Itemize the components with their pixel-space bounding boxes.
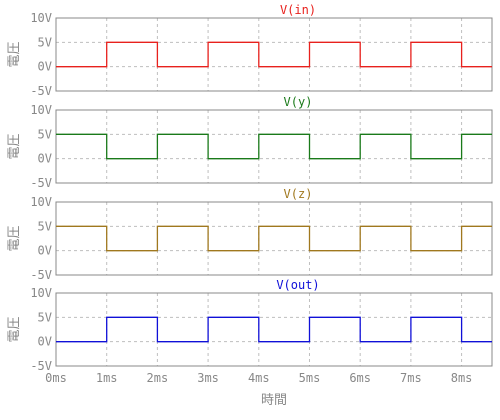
y-axis-label: 電圧 [7,225,22,251]
y-tick-label: 10V [30,195,52,209]
panel-frame [55,201,493,276]
y-tick-label: 10V [30,286,52,300]
series-line [56,133,492,160]
panel-frame [55,17,493,92]
series-line [56,316,492,343]
x-axis-label: 時間 [261,393,287,408]
x-tick-label: 3ms [197,371,219,385]
x-tick-label: 6ms [349,371,371,385]
panel-title: V(out) [276,278,319,292]
y-tick-label: 0V [38,335,52,349]
y-axis-label: 電圧 [7,316,22,342]
x-tick-label: 4ms [248,371,270,385]
series-line [56,225,492,252]
panel-frame [55,292,493,367]
y-tick-label: -5V [30,176,52,190]
x-tick-label: 1ms [96,371,118,385]
panel-title: V(y) [284,95,313,109]
y-axis-label: 電圧 [7,41,22,67]
y-tick-label: 10V [30,103,52,117]
x-tick-label: 5ms [299,371,321,385]
y-tick-label: 5V [38,127,52,141]
y-tick-label: -5V [30,359,52,373]
panel-title: V(z) [284,187,313,201]
panel-title: V(in) [280,3,316,17]
y-tick-label: -5V [30,268,52,282]
y-tick-label: 0V [38,152,52,166]
y-axis-label: 電圧 [7,133,22,159]
x-tick-label: 8ms [451,371,473,385]
x-tick-label: 0ms [45,371,67,385]
y-tick-label: 10V [30,11,52,25]
series-line [56,41,492,68]
y-tick-label: 0V [38,244,52,258]
x-tick-label: 7ms [400,371,422,385]
y-tick-label: 0V [38,60,52,74]
y-tick-label: 5V [38,310,52,324]
y-tick-label: -5V [30,84,52,98]
panel-frame [55,109,493,184]
y-tick-label: 5V [38,219,52,233]
x-tick-label: 2ms [147,371,169,385]
y-tick-label: 5V [38,35,52,49]
